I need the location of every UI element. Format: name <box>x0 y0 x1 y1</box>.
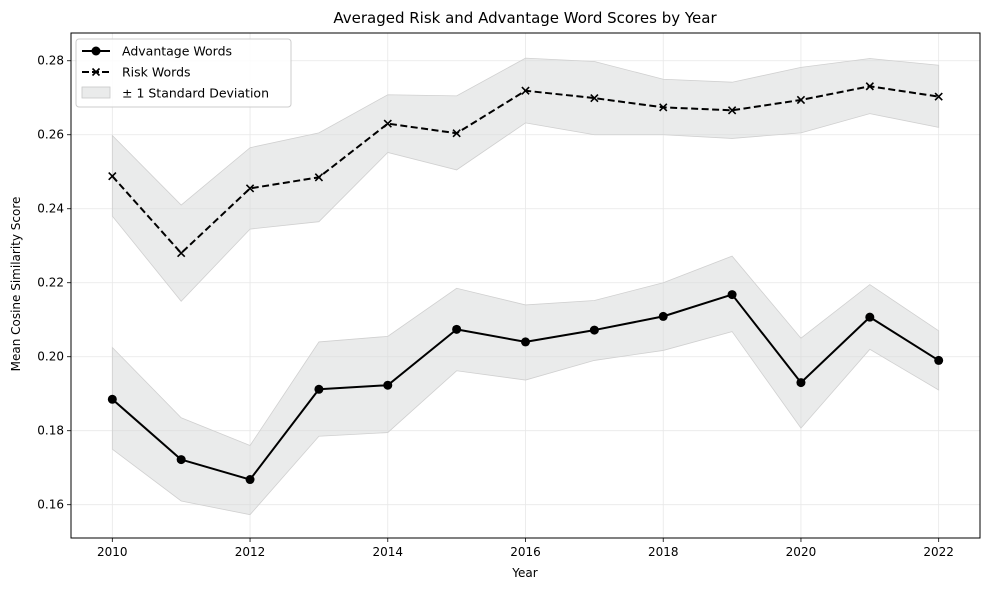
advantage-wordspoint <box>245 475 255 485</box>
risk-wordspoint <box>177 248 186 258</box>
legend-band-swatch <box>81 86 111 99</box>
y-tick-label: 0.20 <box>37 350 64 364</box>
risk-wordspoint <box>245 184 255 193</box>
advantage-wordspoint <box>176 455 186 465</box>
y-tick-label: 0.18 <box>37 424 64 438</box>
risk-wordspoint <box>452 129 461 138</box>
x-tick-label: 2022 <box>923 545 954 559</box>
advantage-wordspoint <box>796 378 806 388</box>
risk-wordspoint <box>521 86 530 95</box>
advantage-wordspoint <box>314 384 324 394</box>
risk-wordspoint <box>659 103 668 112</box>
legend-band-label: ± 1 Standard Deviation <box>122 86 269 101</box>
advantage-wordspoint <box>727 290 737 300</box>
legend-risk-label: Risk Words <box>122 65 191 80</box>
std-bands <box>111 57 940 516</box>
x-tick-label: 2016 <box>510 545 541 559</box>
advantage-wordsstd-band <box>111 255 940 516</box>
advantage-wordspoint <box>865 312 875 322</box>
legend: Advantage Words Risk Words ± 1 Standard … <box>75 38 292 108</box>
x-tick-label: 2018 <box>648 545 679 559</box>
legend-advantage-label: Advantage Words <box>122 44 232 59</box>
y-tick-label: 0.16 <box>37 498 64 512</box>
risk-wordspoint <box>865 82 874 91</box>
risk-wordspoint <box>934 92 943 101</box>
y-axis-label: Mean Cosine Similarity Score <box>9 197 23 372</box>
x-tick-label: 2010 <box>97 545 128 559</box>
advantage-wordspoint <box>383 380 393 390</box>
x-axis-label: Year <box>511 566 537 580</box>
y-tick-label: 0.28 <box>37 54 64 68</box>
x-tick-label: 2020 <box>786 545 817 559</box>
advantage-wordspoint <box>452 324 462 334</box>
advantage-wordspoint <box>107 394 117 404</box>
risk-wordspoint <box>108 172 117 181</box>
chart-title: Averaged Risk and Advantage Word Scores … <box>333 9 717 27</box>
y-tick-label: 0.24 <box>37 202 64 216</box>
legend-frame <box>75 38 292 108</box>
legend-risk-marker <box>91 67 101 77</box>
advantage-wordspoint <box>521 337 530 347</box>
risk-wordspoint <box>383 119 392 128</box>
advantage-wordspoint <box>589 325 599 335</box>
y-tick-label: 0.22 <box>37 276 64 290</box>
risk-wordspoint <box>314 173 324 182</box>
legend-advantage-marker <box>91 46 101 56</box>
x-tick-label: 2012 <box>235 545 266 559</box>
risk-wordspoint <box>727 106 737 115</box>
advantage-wordspoint <box>934 355 944 365</box>
risk-wordspoint <box>590 93 599 103</box>
x-tick-label: 2014 <box>372 545 403 559</box>
y-tick-label: 0.26 <box>37 128 64 142</box>
series-markers <box>107 82 944 485</box>
risk-wordspoint <box>796 95 806 105</box>
risk-wordsstd-band <box>111 57 940 302</box>
advantage-wordspoint <box>658 311 668 321</box>
axis-ticks: 2010 2012 2014 2016 2018 2020 2022 0.16 0.18 0.20… <box>37 54 954 559</box>
